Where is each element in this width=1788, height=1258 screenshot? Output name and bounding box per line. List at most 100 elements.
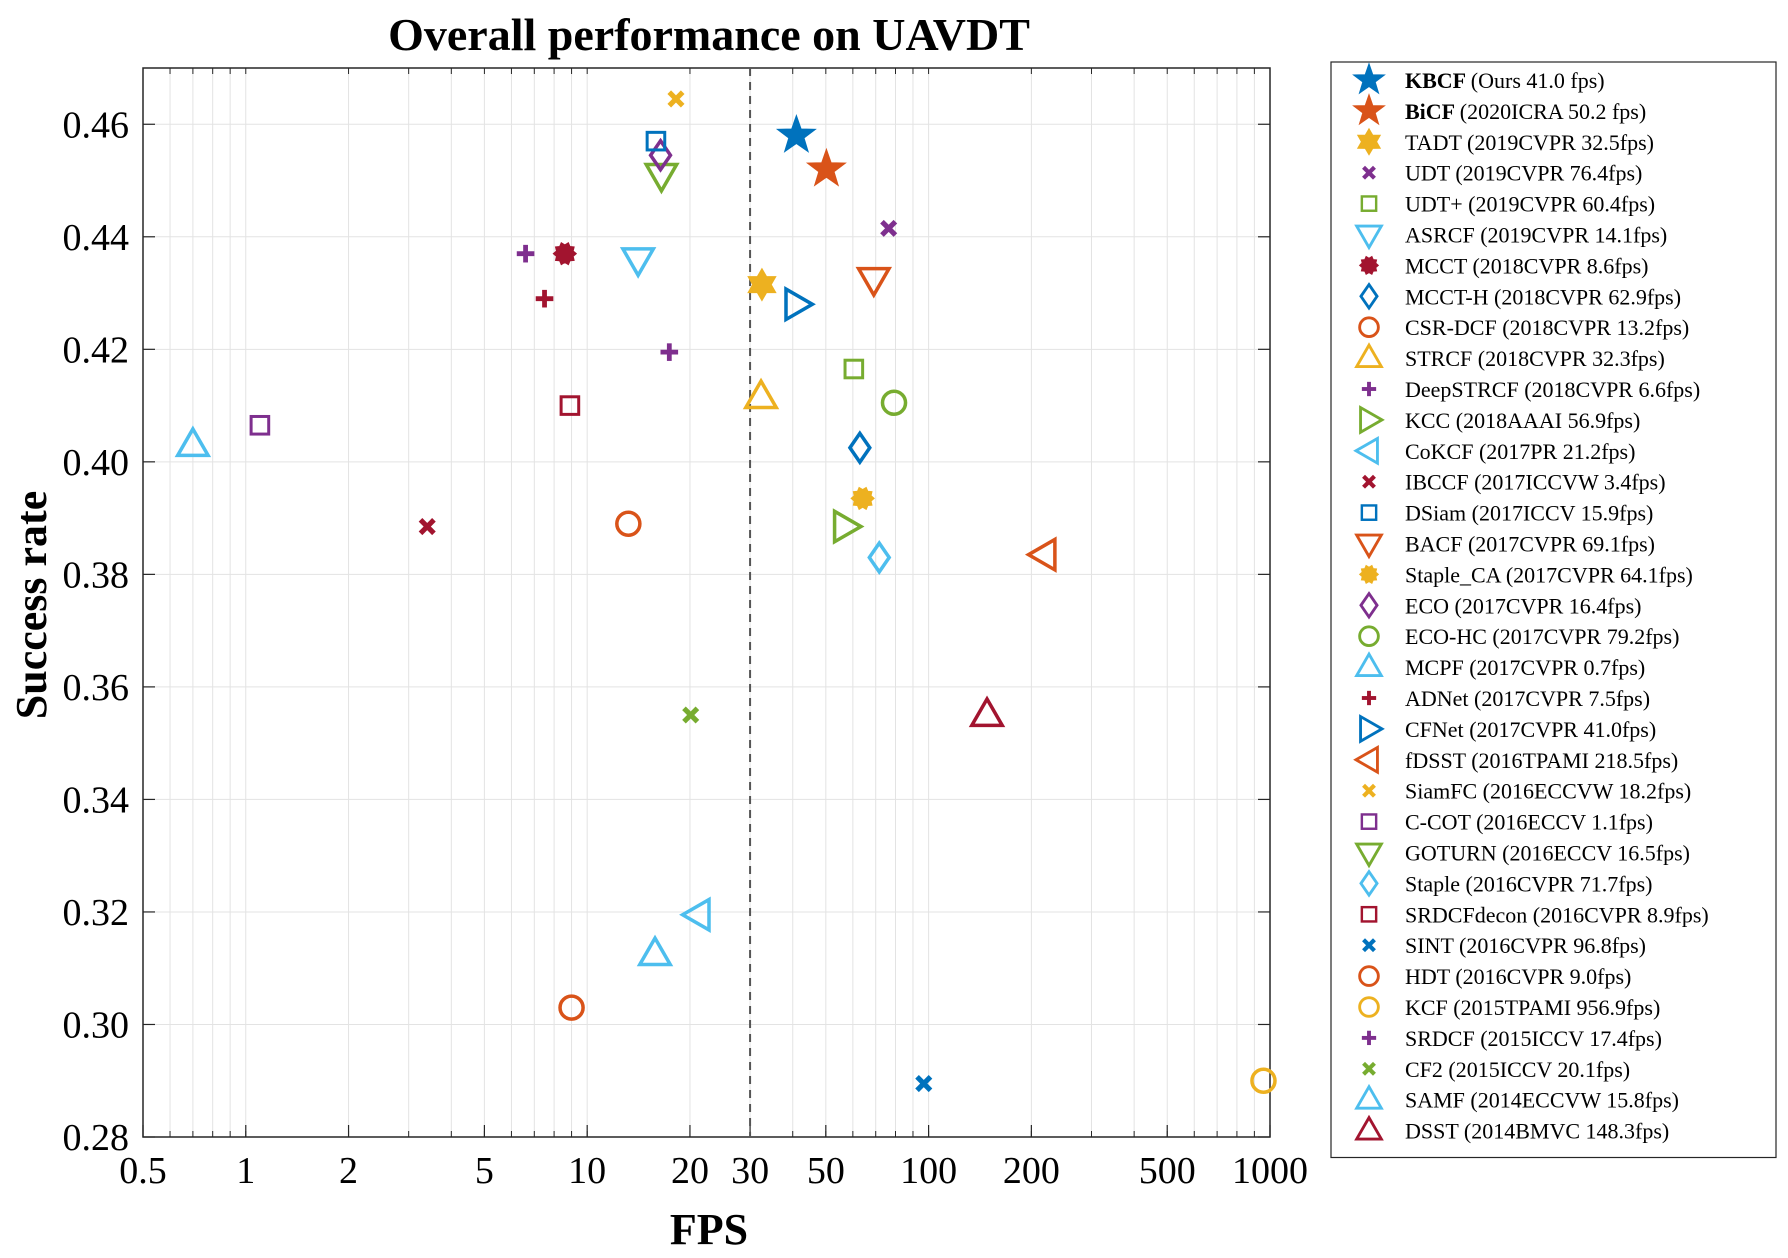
legend-entry-eco: ECO (2017CVPR 16.4fps) (1405, 593, 1642, 618)
point-staple (867, 539, 892, 575)
legend-entry-mcct: MCCT (2018CVPR 8.6fps) (1405, 253, 1648, 278)
circle-marker (1358, 316, 1380, 338)
circle-marker (1358, 625, 1380, 647)
point-mcct-h (847, 430, 872, 466)
point-cf2 (682, 706, 700, 724)
legend-series-name: MCCT-H (1405, 284, 1494, 309)
legend-series-detail: (2019CVPR 76.4fps) (1455, 161, 1642, 186)
legend-series-name: GOTURN (1405, 841, 1502, 866)
point-adnet (535, 289, 554, 308)
legend-series-name: ECO (1405, 593, 1455, 618)
legend-marker-cokcf (1353, 435, 1379, 466)
legend-series-name: ECO-HC (1405, 624, 1492, 649)
triangle-up-marker (174, 425, 212, 458)
legend-series-detail: (2017CVPR 69.1fps) (1468, 532, 1655, 557)
y-tick-label: 0.30 (63, 1004, 130, 1046)
square-marker (1360, 813, 1378, 830)
point-staple-ca (850, 486, 875, 511)
triangle-down-marker (1354, 533, 1384, 560)
legend-series-detail: (2018CVPR 32.3fps) (1478, 346, 1665, 371)
legend-series-detail: (2017CVPR 0.7fps) (1469, 655, 1645, 680)
legend-marker-strcf (1354, 342, 1384, 368)
legend-series-name: IBCCF (1405, 470, 1474, 495)
triangle-down-marker (619, 247, 657, 279)
legend-series-name: MCPF (1405, 655, 1469, 680)
legend-marker-cf2 (1362, 1061, 1376, 1076)
legend-entry-staple: Staple (2016CVPR 71.7fps) (1405, 871, 1653, 896)
legend-marker-csr-dcf (1358, 316, 1380, 338)
legend-series-name: TADT (1405, 130, 1467, 155)
x-tick-label: 0.5 (119, 1150, 167, 1192)
legend-series-detail: (2018CVPR 6.6fps) (1524, 377, 1700, 402)
legend-series-detail: (2016CVPR 8.9fps) (1533, 902, 1709, 927)
point-cokcf (679, 896, 711, 934)
legend-series-detail: (2017CVPR 7.5fps) (1474, 686, 1650, 711)
legend-entry-kbcf: KBCF (Ours 41.0 fps) (1405, 68, 1605, 93)
y-tick-label: 0.44 (63, 217, 130, 259)
x-tick-label: 1000 (1232, 1150, 1308, 1192)
diamond-marker (1359, 869, 1379, 898)
triangle-up-marker (1354, 1114, 1384, 1141)
legend-marker-samf (1354, 1083, 1384, 1110)
point-sint (915, 1075, 933, 1093)
y-tick-label: 0.34 (63, 779, 130, 821)
gear-marker (552, 241, 578, 266)
legend-marker-ibccf (1362, 474, 1376, 489)
legend-series-name: BACF (1405, 532, 1468, 557)
legend-series-name: ASRCF (1405, 223, 1480, 248)
x-marker (682, 706, 700, 724)
legend-series-name: KBCF (1405, 68, 1471, 93)
legend-entry-asrcf: ASRCF (2019CVPR 14.1fps) (1405, 223, 1667, 248)
legend-series-name: SRDCF (1405, 1026, 1480, 1051)
legend-series-detail: (2017CVPR 64.1fps) (1506, 562, 1693, 587)
x-marker (880, 219, 898, 237)
x-tick-label: 10 (568, 1150, 606, 1192)
legend-entry-siamfc: SiamFC (2016ECCVW 18.2fps) (1405, 779, 1691, 804)
legend-marker-siamfc (1362, 783, 1376, 798)
legend-marker-kbcf (1352, 62, 1386, 95)
point-udt (880, 219, 898, 237)
legend-series-name: HDT (1405, 964, 1455, 989)
triangle-right-marker (1359, 405, 1385, 435)
legend-entry-deepstrcf: DeepSTRCF (2018CVPR 6.6fps) (1405, 377, 1700, 402)
square-marker (645, 130, 667, 152)
point-goturn (643, 162, 680, 195)
triangle-down-marker (855, 266, 893, 299)
legend-series-detail: (2017PR 21.2fps) (1479, 439, 1635, 464)
triangle-left-marker (1353, 435, 1379, 466)
diamond-marker (847, 430, 872, 466)
legend-series-detail: (2019CVPR 14.1fps) (1480, 223, 1667, 248)
legend-series-detail: (2016ECCV 16.5fps) (1502, 841, 1690, 866)
circle-marker (615, 510, 642, 538)
star-marker (1352, 62, 1386, 95)
y-tick-label: 0.38 (63, 554, 130, 596)
x-marker (1362, 474, 1376, 489)
legend-entry-hdt: HDT (2016CVPR 9.0fps) (1405, 964, 1631, 989)
x-tick-label: 500 (1139, 1150, 1196, 1192)
legend-marker-bacf (1354, 533, 1384, 560)
legend-series-detail: (2016ECCV 1.1fps) (1476, 810, 1653, 835)
x-marker (1362, 938, 1376, 953)
legend-series-detail: (2017CVPR 41.0fps) (1469, 717, 1656, 742)
legend-marker-bicf (1352, 93, 1386, 126)
legend-marker-udt- (1360, 195, 1378, 212)
legend-marker-hdt (1358, 965, 1380, 987)
legend-marker-goturn (1354, 842, 1384, 869)
triangle-right-marker (784, 286, 816, 323)
legend-series-detail: (2017ICCVW 3.4fps) (1474, 470, 1665, 495)
square-marker (559, 395, 581, 416)
point-dsst (968, 695, 1006, 728)
point-deepstrcf (516, 244, 535, 263)
legend-series-name: Staple (1405, 871, 1466, 896)
point-bicf (805, 147, 847, 187)
point-csr-dcf (615, 510, 642, 538)
point-srdcf (660, 343, 679, 361)
hexagram-marker (747, 267, 777, 302)
legend-series-name: DSiam (1405, 501, 1472, 526)
legend-series-name: KCF (1405, 995, 1453, 1020)
y-tick-label: 0.40 (63, 442, 130, 484)
legend-entry-samf: SAMF (2014ECCVW 15.8fps) (1405, 1088, 1679, 1113)
legend-entry-tadt: TADT (2019CVPR 32.5fps) (1405, 130, 1654, 155)
legend-series-name: UDT (1405, 161, 1455, 186)
